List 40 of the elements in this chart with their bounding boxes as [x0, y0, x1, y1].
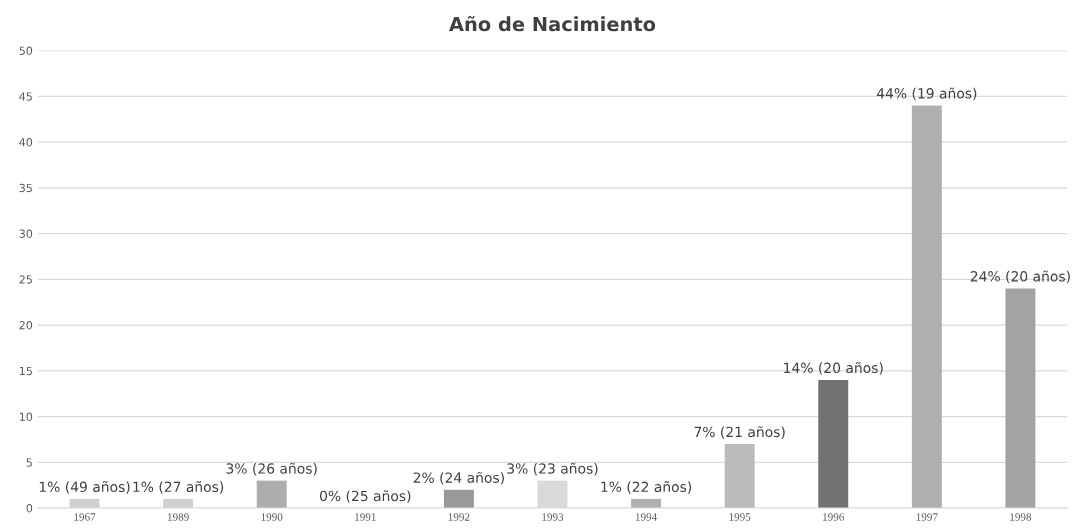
data-label: 3% (23 años)	[507, 462, 598, 476]
data-label: 24% (20 años)	[970, 270, 1070, 284]
x-tick-label: 1989	[167, 513, 189, 521]
data-label: 14% (20 años)	[784, 362, 883, 375]
data-label: 1% (27 años)	[133, 481, 224, 494]
y-tick-label: 50	[19, 46, 33, 55]
x-tick-label: 1997	[916, 513, 938, 521]
bar	[443, 489, 474, 509]
bar	[256, 480, 287, 509]
x-tick-label: 1967	[74, 513, 96, 521]
x-tick-label: 1994	[635, 513, 657, 521]
y-tick-label: 25	[19, 275, 32, 284]
bar	[1005, 288, 1036, 509]
x-tick-label: 1995	[729, 513, 751, 521]
x-tick-label: 1992	[448, 513, 470, 521]
y-tick-label: 10	[19, 412, 33, 421]
x-tick-label: 1993	[542, 513, 564, 521]
data-label: 2% (24 años)	[413, 471, 504, 485]
y-tick-label: 30	[19, 229, 33, 238]
data-label: 1% (49 años)	[39, 481, 130, 494]
bar	[818, 379, 849, 509]
y-tick-label: 5	[26, 458, 32, 467]
x-tick-label: 1996	[823, 513, 845, 521]
chart-title: Año de Nacimiento	[449, 15, 656, 32]
bar	[911, 105, 942, 509]
y-tick-label: 0	[26, 504, 33, 513]
data-label: 3% (26 años)	[226, 462, 317, 476]
x-tick-label: 1998	[1010, 513, 1032, 521]
bar	[724, 444, 755, 509]
y-tick-label: 20	[19, 321, 33, 330]
y-tick-label: 40	[19, 138, 33, 147]
y-tick-label: 15	[19, 366, 32, 376]
x-tick-label: 1991	[355, 513, 376, 521]
data-label: 1% (22 años)	[601, 481, 692, 494]
data-label: 7% (21 años)	[694, 426, 785, 439]
data-label: 44% (19 años)	[876, 87, 977, 101]
data-label: 0% (25 años)	[320, 490, 411, 503]
x-tick-label: 1990	[261, 513, 283, 521]
y-tick-label: 45	[19, 92, 32, 101]
y-tick-label: 35	[19, 183, 32, 193]
